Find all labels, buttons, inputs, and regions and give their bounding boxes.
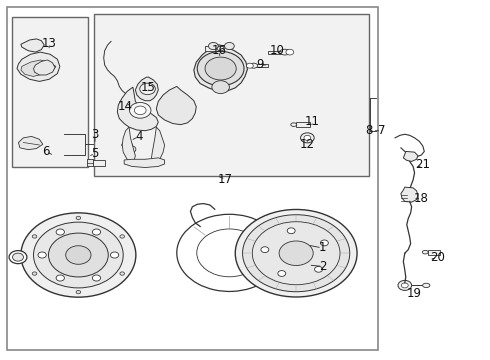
- Polygon shape: [269, 51, 282, 54]
- Text: 11: 11: [305, 114, 320, 127]
- Bar: [12, 18, 88, 167]
- Polygon shape: [151, 127, 165, 164]
- Circle shape: [92, 275, 100, 281]
- Ellipse shape: [279, 241, 313, 265]
- Polygon shape: [122, 127, 135, 163]
- Circle shape: [224, 42, 234, 50]
- Circle shape: [315, 266, 322, 272]
- Circle shape: [208, 42, 218, 50]
- Polygon shape: [33, 60, 55, 75]
- Text: 20: 20: [430, 251, 445, 264]
- Text: 8: 8: [366, 124, 373, 137]
- Circle shape: [126, 146, 136, 153]
- Text: 18: 18: [414, 192, 429, 205]
- Polygon shape: [156, 86, 196, 125]
- Circle shape: [320, 240, 328, 246]
- Text: 6: 6: [43, 145, 50, 158]
- Text: 7: 7: [378, 124, 385, 137]
- Bar: [7, 7, 377, 350]
- Text: 4: 4: [135, 130, 143, 143]
- Circle shape: [246, 63, 253, 68]
- Polygon shape: [194, 45, 247, 91]
- Circle shape: [261, 247, 269, 253]
- Circle shape: [56, 229, 64, 235]
- Circle shape: [129, 103, 151, 118]
- Text: 15: 15: [141, 81, 156, 94]
- Circle shape: [134, 106, 146, 114]
- Text: 16: 16: [212, 44, 227, 57]
- Text: 9: 9: [256, 58, 263, 72]
- Ellipse shape: [122, 142, 132, 148]
- Ellipse shape: [280, 49, 290, 55]
- Text: 14: 14: [118, 100, 133, 113]
- Circle shape: [197, 51, 244, 86]
- Text: 3: 3: [91, 128, 98, 141]
- Circle shape: [205, 57, 236, 80]
- Ellipse shape: [422, 250, 428, 254]
- Text: 1: 1: [318, 241, 326, 255]
- Polygon shape: [296, 122, 310, 127]
- Polygon shape: [135, 77, 158, 101]
- Ellipse shape: [250, 63, 258, 68]
- Circle shape: [76, 216, 81, 220]
- Polygon shape: [205, 46, 219, 51]
- Circle shape: [110, 252, 119, 258]
- Ellipse shape: [235, 210, 357, 297]
- Text: 17: 17: [218, 173, 233, 186]
- Circle shape: [304, 135, 311, 140]
- Polygon shape: [93, 160, 105, 166]
- Ellipse shape: [243, 215, 350, 292]
- Bar: [94, 14, 369, 176]
- Circle shape: [278, 271, 286, 276]
- Polygon shape: [87, 159, 93, 166]
- Circle shape: [38, 252, 46, 258]
- Circle shape: [287, 228, 295, 234]
- Text: 10: 10: [269, 44, 284, 57]
- Polygon shape: [403, 152, 418, 161]
- Circle shape: [120, 235, 124, 238]
- Circle shape: [120, 272, 124, 275]
- Polygon shape: [117, 87, 158, 131]
- Ellipse shape: [217, 46, 224, 51]
- Circle shape: [49, 233, 108, 277]
- Circle shape: [21, 213, 136, 297]
- Circle shape: [92, 229, 100, 235]
- Text: 5: 5: [91, 147, 98, 160]
- Circle shape: [286, 49, 294, 55]
- Circle shape: [76, 291, 81, 294]
- Ellipse shape: [252, 222, 340, 285]
- Circle shape: [9, 251, 27, 264]
- Text: 21: 21: [416, 158, 430, 171]
- Circle shape: [66, 246, 91, 264]
- Ellipse shape: [422, 283, 430, 288]
- Circle shape: [140, 83, 155, 95]
- Circle shape: [32, 272, 37, 275]
- Circle shape: [398, 280, 412, 291]
- Ellipse shape: [291, 123, 296, 126]
- Circle shape: [56, 275, 64, 281]
- Text: 12: 12: [300, 138, 315, 151]
- Polygon shape: [17, 52, 60, 81]
- Polygon shape: [124, 158, 165, 167]
- Circle shape: [300, 133, 314, 143]
- Polygon shape: [19, 136, 43, 150]
- Text: 2: 2: [319, 260, 327, 273]
- Text: 19: 19: [407, 287, 422, 300]
- Polygon shape: [255, 64, 269, 67]
- Polygon shape: [21, 39, 44, 52]
- Circle shape: [212, 81, 229, 94]
- Polygon shape: [428, 249, 440, 255]
- Polygon shape: [21, 60, 56, 76]
- Polygon shape: [401, 187, 418, 202]
- Circle shape: [401, 283, 408, 288]
- Circle shape: [33, 222, 123, 288]
- Text: 13: 13: [42, 37, 56, 50]
- Circle shape: [13, 253, 24, 261]
- Circle shape: [32, 235, 37, 238]
